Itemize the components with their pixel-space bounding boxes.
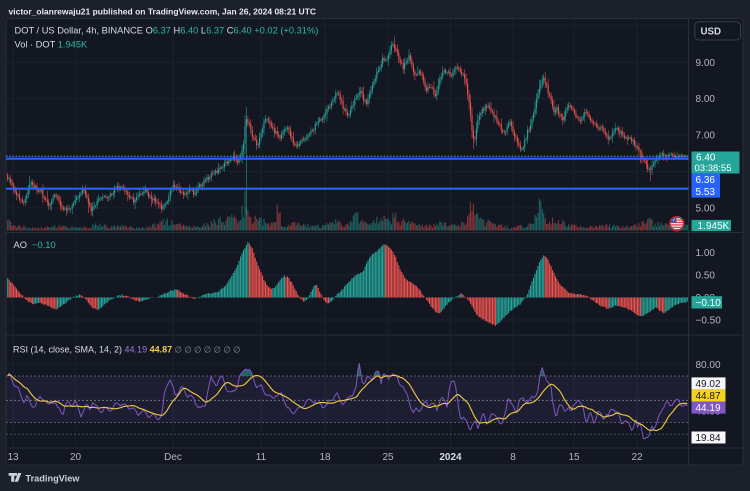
svg-text:44.19: 44.19 (696, 403, 721, 414)
svg-text:RSI (14, close, SMA, 14, 2) 44: RSI (14, close, SMA, 14, 2) 44.19 44.87 … (13, 345, 241, 355)
svg-text:5.53: 5.53 (696, 187, 716, 198)
svg-text:1.945K: 1.945K (698, 221, 730, 232)
svg-text:TradingView: TradingView (26, 473, 81, 483)
svg-text:25: 25 (382, 452, 394, 463)
svg-text:USD: USD (701, 27, 721, 38)
svg-text:03:38:55: 03:38:55 (695, 163, 732, 174)
svg-text:11: 11 (256, 452, 267, 463)
svg-text:44.87: 44.87 (696, 391, 721, 402)
svg-text:1.00: 1.00 (696, 248, 716, 259)
svg-text:6.40: 6.40 (696, 153, 716, 164)
svg-text:13: 13 (7, 452, 19, 463)
svg-text:9.00: 9.00 (696, 58, 716, 69)
svg-text:0.50: 0.50 (696, 271, 716, 282)
svg-text:DOT / US Dollar, 4h, BINANCE O: DOT / US Dollar, 4h, BINANCE O6.37 H6.40… (15, 26, 319, 36)
svg-text:victor_olanrewaju21 published: victor_olanrewaju21 published on Trading… (9, 7, 317, 17)
svg-text:49.02: 49.02 (696, 379, 721, 390)
svg-text:2024: 2024 (439, 452, 462, 463)
svg-text:18: 18 (319, 452, 331, 463)
svg-text:7.00: 7.00 (696, 131, 716, 142)
svg-text:19.84: 19.84 (696, 433, 721, 444)
svg-text:Dec: Dec (164, 452, 182, 463)
svg-text:−0.50: −0.50 (696, 316, 722, 327)
svg-text:80.00: 80.00 (696, 360, 721, 371)
svg-text:5.00: 5.00 (696, 203, 716, 214)
svg-text:20: 20 (70, 452, 82, 463)
svg-text:8.00: 8.00 (696, 94, 716, 105)
svg-text:15: 15 (568, 452, 580, 463)
svg-text:6.36: 6.36 (696, 175, 716, 186)
svg-text:−0.10: −0.10 (696, 298, 722, 309)
svg-text:8: 8 (510, 452, 516, 463)
svg-text:Vol · DOT 1.945K: Vol · DOT 1.945K (15, 40, 88, 50)
svg-text:AO −0.10: AO −0.10 (14, 240, 56, 250)
svg-text:22: 22 (631, 452, 643, 463)
